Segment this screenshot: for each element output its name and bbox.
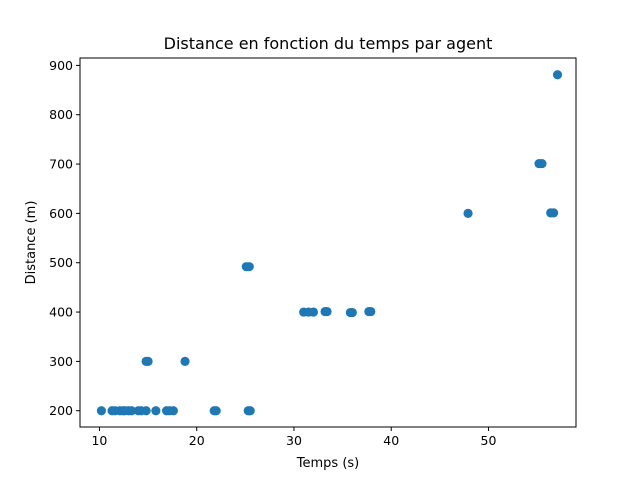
- y-tick-label: 700: [49, 157, 73, 172]
- x-tick-label: 30: [286, 433, 302, 448]
- y-axis-label: Distance (m): [24, 201, 39, 285]
- y-tick-label: 500: [49, 255, 73, 270]
- data-point: [96, 406, 106, 416]
- data-point: [126, 406, 137, 416]
- data-point: [141, 406, 151, 416]
- x-tick-label: 10: [91, 433, 107, 448]
- data-point: [463, 208, 473, 218]
- data-point: [549, 208, 559, 218]
- points-layer: [96, 70, 563, 416]
- y-tick-label: 900: [49, 58, 73, 73]
- data-point: [552, 70, 563, 80]
- data-point: [245, 406, 255, 416]
- data-point: [180, 356, 190, 366]
- x-tick-label: 20: [189, 433, 205, 448]
- data-point: [347, 307, 357, 318]
- data-point: [322, 306, 332, 317]
- plot-area-frame: [79, 57, 577, 428]
- y-tick-label: 200: [49, 403, 73, 418]
- data-point: [151, 406, 161, 416]
- x-axis-label: Temps (s): [296, 456, 359, 471]
- y-tick-label: 800: [49, 107, 73, 122]
- y-tick-label: 400: [49, 305, 73, 320]
- y-tick-label: 300: [49, 354, 73, 369]
- chart-title: Distance en fonction du temps par agent: [164, 34, 493, 53]
- y-axis-ticks: 200 300 400 500 600 700 800 900: [49, 58, 80, 418]
- y-tick-label: 600: [49, 206, 73, 221]
- x-tick-label: 40: [383, 433, 399, 448]
- x-tick-label: 50: [481, 433, 497, 448]
- data-point: [366, 306, 376, 317]
- data-point: [168, 406, 178, 416]
- data-point: [244, 262, 254, 272]
- data-point: [537, 158, 547, 169]
- data-point: [308, 307, 319, 317]
- data-point: [211, 406, 221, 416]
- data-point: [143, 356, 153, 366]
- x-axis-ticks: 10 20 30 40 50: [91, 427, 496, 448]
